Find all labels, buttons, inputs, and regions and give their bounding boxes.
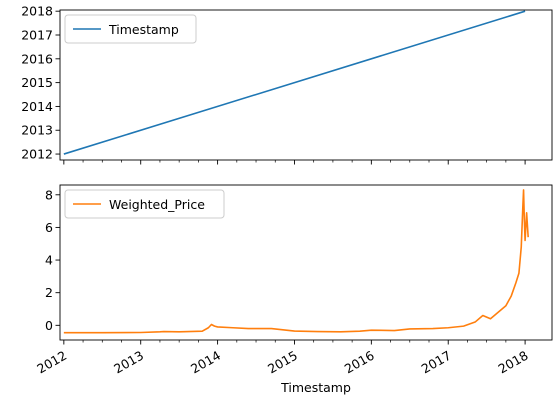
y-tick-label: 0 <box>45 318 53 333</box>
x-tick-label: 2017 <box>419 348 454 377</box>
x-tick-label: 2016 <box>342 348 377 377</box>
y-tick-label: 2012 <box>21 147 53 162</box>
y-tick-label: 4 <box>45 253 53 268</box>
x-tick-label: 2014 <box>188 348 223 377</box>
x-tick-label: 2018 <box>496 348 531 377</box>
x-tick-label: 2012 <box>34 348 69 377</box>
y-tick-label: 2014 <box>21 99 53 114</box>
legend-label: Weighted_Price <box>109 197 205 212</box>
y-tick-label: 8 <box>45 187 53 202</box>
y-tick-label: 6 <box>45 220 53 235</box>
series-line-weighted-price <box>63 189 529 334</box>
legend <box>64 14 197 44</box>
x-tick-label: 2013 <box>111 348 146 377</box>
y-tick-label: 2 <box>45 285 53 300</box>
plot-frame <box>59 184 553 341</box>
y-tick-label: 2017 <box>21 28 53 43</box>
y-tick-label: 2013 <box>21 123 53 138</box>
y-tick-label: 2018 <box>21 4 53 19</box>
y-tick-label: 2016 <box>21 51 53 66</box>
plot-frame <box>59 9 553 161</box>
legend <box>64 189 225 219</box>
y-tick-label: 2015 <box>21 75 53 90</box>
x-tick-label: 2015 <box>265 348 300 377</box>
x-axis-title: Timestamp <box>280 380 351 395</box>
bottom-panel: 2012 2013 2014 2015 2016 2017 2018 0 2 4 6 8 Weighte… <box>34 184 553 377</box>
top-panel: 2012 2013 2014 2015 2016 2017 2018 Timestamp <box>21 4 553 165</box>
legend-label: Timestamp <box>108 22 179 37</box>
series-line-timestamp <box>63 10 526 155</box>
